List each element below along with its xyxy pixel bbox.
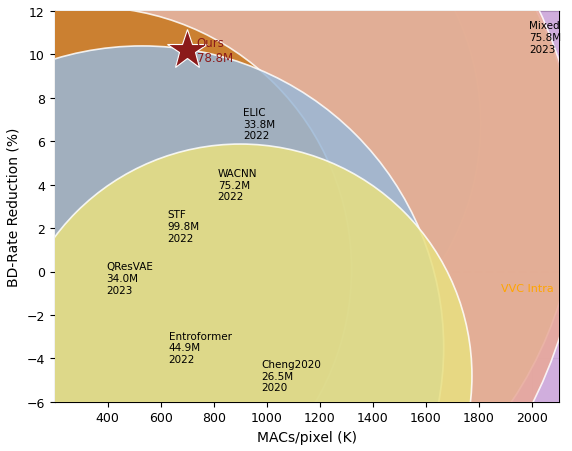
Text: Entroformer
44.9M
2022: Entroformer 44.9M 2022	[169, 331, 232, 364]
Point	[182, 182, 192, 189]
Text: Cheng2020
26.5M
2020: Cheng2020 26.5M 2020	[261, 359, 321, 392]
Text: Mixed
75.8M
2023: Mixed 75.8M 2023	[530, 21, 562, 55]
X-axis label: MACs/pixel (K): MACs/pixel (K)	[257, 430, 356, 444]
Text: QResVAE
34.0M
2023: QResVAE 34.0M 2023	[106, 262, 153, 295]
Text: Ours
78.8M: Ours 78.8M	[197, 37, 233, 65]
Text: VVC Intra: VVC Intra	[500, 284, 553, 294]
Text: WACNN
75.2M
2022: WACNN 75.2M 2022	[218, 169, 257, 202]
Text: STF
99.8M
2022: STF 99.8M 2022	[168, 210, 200, 243]
Point	[236, 372, 245, 379]
Point	[214, 121, 224, 128]
Point	[493, 34, 502, 41]
Point	[127, 197, 136, 204]
Y-axis label: BD-Rate Reduction (%): BD-Rate Reduction (%)	[7, 127, 21, 286]
Point	[137, 344, 146, 351]
Text: ELIC
33.8M
2022: ELIC 33.8M 2022	[243, 108, 275, 141]
Point	[85, 266, 94, 273]
